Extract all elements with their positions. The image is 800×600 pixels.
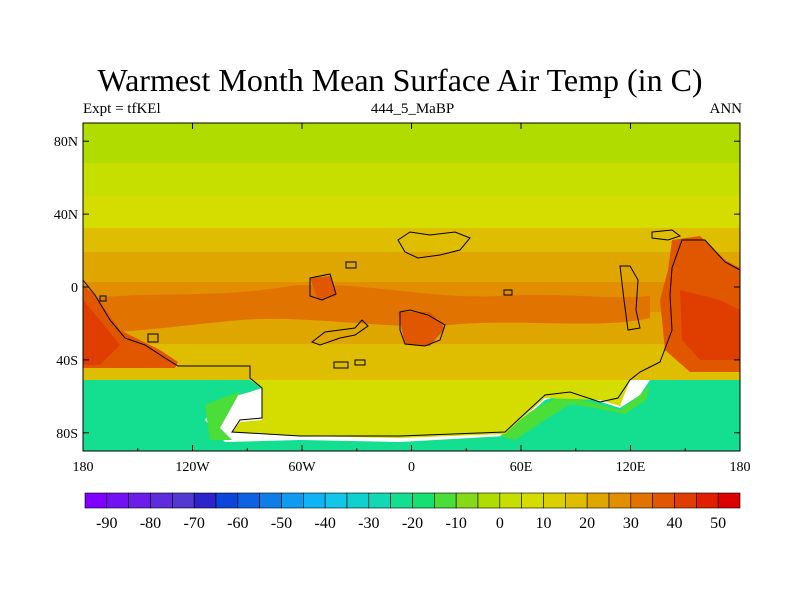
season-label: ANN	[709, 101, 743, 117]
colorbar-swatch	[84, 492, 108, 509]
northern-island-outline	[397, 231, 471, 259]
colorbar-label: -90	[96, 515, 117, 532]
southern-polar-land	[232, 380, 630, 438]
east-coast-fringe	[500, 385, 650, 440]
colorbar-label: 40	[667, 515, 683, 532]
colorbar-swatch	[696, 492, 719, 509]
colorbar-label: 0	[496, 515, 504, 532]
colorbar-label: -30	[358, 515, 379, 532]
colorbar-swatch	[455, 492, 479, 509]
colorbar-swatch	[586, 492, 610, 509]
colorbar-label: -80	[140, 515, 161, 532]
colorbar-swatch	[281, 492, 304, 509]
colorbar-swatch	[346, 492, 370, 509]
small-island-3	[147, 333, 159, 343]
tick-marks	[82, 123, 741, 451]
colorbar-label: 10	[536, 515, 552, 532]
map-title: Warmest Month Mean Surface Air Temp (in …	[97, 62, 703, 98]
colorbar-label: 20	[579, 515, 595, 532]
east-strip-outline	[619, 265, 641, 331]
colorbar-swatch	[128, 492, 151, 509]
northeast-island-outline	[651, 229, 682, 241]
colorbar-swatch	[543, 492, 566, 509]
west-patch-outline	[309, 273, 337, 301]
band-mid-north	[83, 196, 740, 232]
continent-outline	[82, 239, 741, 437]
colorbar-swatch	[674, 492, 697, 509]
lon-tick-label: 120E	[616, 460, 646, 475]
lon-tick-label: 180	[730, 460, 751, 475]
colorbar-swatch	[412, 492, 435, 509]
eastern-continent-core	[680, 290, 740, 360]
small-island-1	[345, 261, 357, 269]
lon-tick-label: 120W	[175, 460, 210, 475]
colorbar-label: -60	[227, 515, 248, 532]
colorbar: -90 -80 -70 -60 -50 -40 -30 -20 -10 0 10 20 30 40 50	[84, 492, 741, 532]
south-coast-outline	[310, 319, 369, 346]
colorbar-swatch	[565, 492, 588, 509]
colorbar-swatch	[630, 492, 653, 509]
lat-tick-label: 40N	[54, 208, 78, 223]
hot-patch-west	[310, 276, 336, 300]
colorbar-swatch	[477, 492, 501, 509]
colorbar-swatch	[652, 492, 675, 509]
lat-tick-label: 80N	[54, 135, 78, 150]
band-arctic	[83, 123, 740, 168]
small-island-2	[503, 289, 513, 296]
hot-tropical-zone	[83, 284, 650, 333]
colorbar-swatch	[368, 492, 391, 509]
colorbar-swatch	[237, 492, 260, 509]
colorbar-label: -10	[446, 515, 467, 532]
lon-tick-label: 180	[73, 460, 94, 475]
lat-tick-label: 40S	[56, 354, 78, 369]
colorbar-swatch	[303, 492, 326, 509]
west-coast-fringe	[205, 392, 240, 440]
tick-labels: 180 120W 60W 0 60E 120E 180 80N 40N 0 40S 80S	[54, 135, 751, 475]
colorbar-swatch	[193, 492, 217, 509]
lat-tick-label: 0	[71, 281, 78, 296]
lon-tick-label: 0	[408, 460, 415, 475]
colorbar-swatch	[521, 492, 544, 509]
southwest-continent-core	[83, 300, 120, 365]
colorbar-label: 50	[710, 515, 726, 532]
time-label: 444_5_MaBP	[370, 101, 455, 117]
colorbar-label: -70	[184, 515, 205, 532]
lon-tick-label: 60E	[510, 460, 533, 475]
small-island-5	[333, 361, 349, 369]
band-tropic-north	[83, 252, 740, 286]
colorbar-swatch	[434, 492, 457, 509]
colorbar-swatch	[172, 492, 195, 509]
colorbar-swatch	[717, 492, 741, 509]
hot-patch-center	[398, 312, 445, 346]
colorbar-swatch	[608, 492, 632, 509]
small-island-6	[354, 359, 366, 366]
band-subtropic-south	[83, 344, 740, 380]
central-coast-outline	[399, 309, 446, 347]
temperature-field	[83, 123, 740, 451]
colorbar-label: 30	[623, 515, 639, 532]
coastlines	[82, 229, 741, 437]
small-island-4	[99, 295, 107, 302]
colorbar-label: -40	[315, 515, 336, 532]
colorbar-swatch	[324, 492, 348, 509]
colorbar-swatch	[499, 492, 522, 509]
lon-tick-label: 60W	[288, 460, 316, 475]
colorbar-swatch	[259, 492, 282, 509]
lat-tick-label: 80S	[56, 427, 78, 442]
experiment-label: Expt = tfKEl	[83, 101, 161, 117]
colorbar-swatch	[215, 492, 239, 509]
colorbar-swatch	[106, 492, 129, 509]
colorbar-label: -50	[271, 515, 292, 532]
colorbar-label: -20	[402, 515, 423, 532]
colorbar-swatch	[150, 492, 173, 509]
colorbar-swatch	[390, 492, 413, 509]
